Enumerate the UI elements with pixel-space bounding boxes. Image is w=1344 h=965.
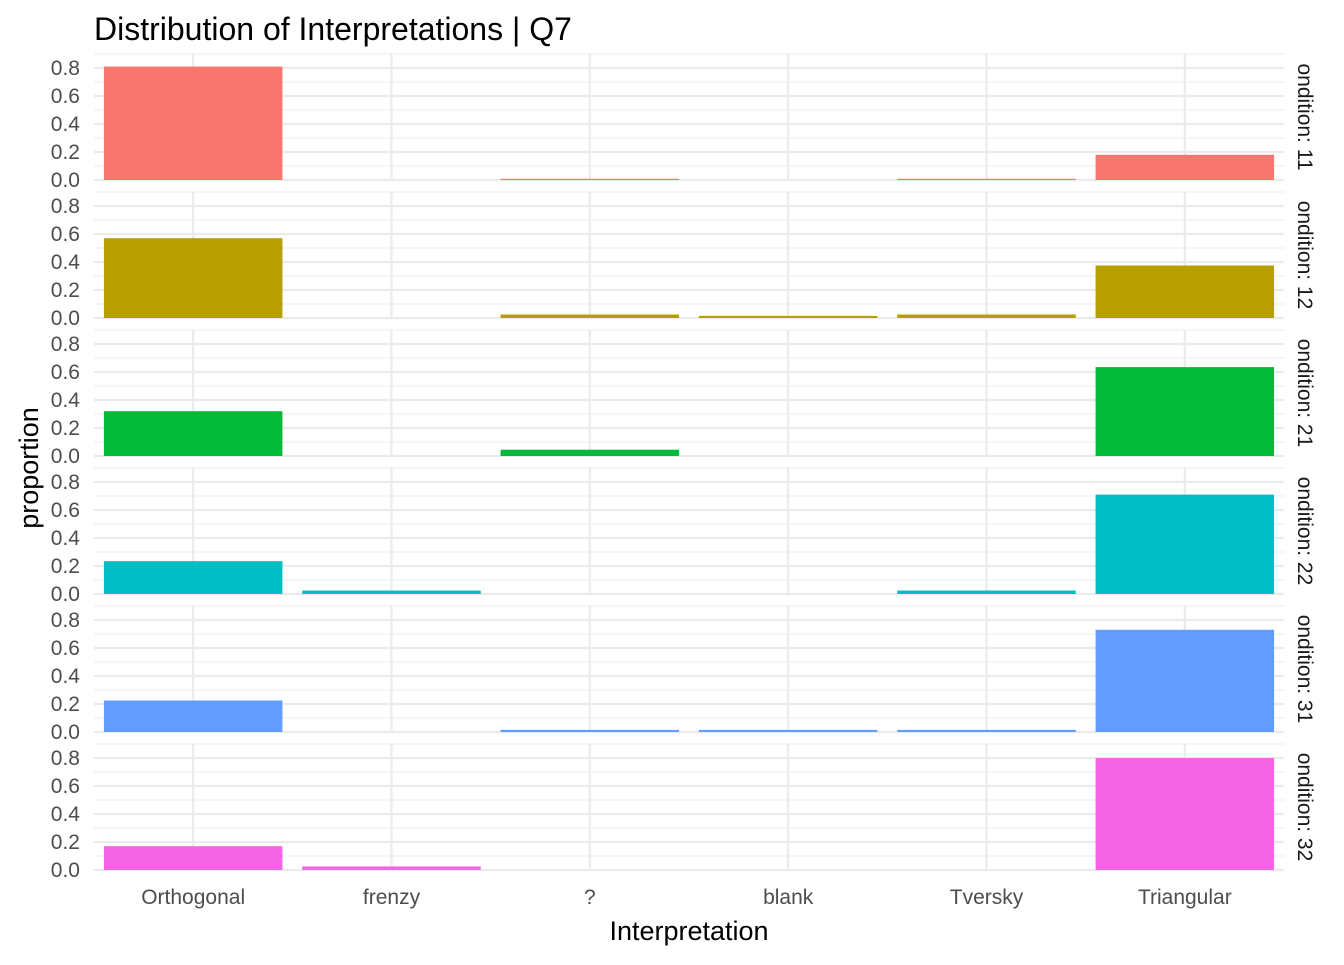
y-tick-label: 0.2: [51, 417, 80, 440]
bar: [103, 700, 283, 732]
bar: [897, 729, 1076, 732]
bar: [500, 729, 680, 732]
bar: [500, 449, 680, 456]
y-tick-label: 0.8: [51, 195, 80, 218]
y-tick-label: 0.2: [51, 555, 80, 578]
y-tick-label: 0.6: [51, 223, 80, 246]
facet-panel: 0.0 0.2 0.4 0.6 0.8 ondition: 32: [51, 743, 1316, 882]
y-tick-label: 0.2: [51, 831, 80, 854]
bar: [103, 66, 283, 180]
y-tick-label: 0.4: [51, 527, 81, 550]
facet-strip-label: ondition: 12: [1293, 201, 1316, 310]
y-tick-label: 0.4: [51, 803, 81, 826]
y-tick-label: 0.0: [51, 445, 80, 468]
y-tick-label: 0.0: [51, 859, 80, 882]
y-tick-label: 0.6: [51, 637, 80, 660]
x-tick-label: frenzy: [363, 886, 421, 909]
bar: [103, 238, 283, 318]
facet-panel: 0.0 0.2 0.4 0.6 0.8 ondition: 31: [51, 605, 1316, 744]
bar: [897, 314, 1076, 318]
y-tick-label: 0.8: [51, 747, 80, 770]
y-tick-label: 0.8: [51, 333, 80, 356]
y-tick-label: 0.0: [51, 583, 80, 606]
x-tick-label: Tversky: [950, 886, 1024, 909]
bar: [698, 315, 878, 318]
facet-strip-label: ondition: 11: [1293, 63, 1316, 170]
bar: [1095, 494, 1275, 594]
y-tick-label: 0.8: [51, 609, 80, 632]
bar: [698, 729, 878, 732]
y-tick-label: 0.4: [51, 665, 81, 688]
facet-strip-label: ondition: 22: [1293, 477, 1316, 586]
bar: [1095, 629, 1275, 732]
bar: [1095, 265, 1275, 318]
bar: [302, 590, 481, 594]
x-tick-label: Orthogonal: [141, 886, 245, 909]
facet-panels: 0.00.20.40.60.8 ondition: 110.00.20.40.60…: [51, 53, 1316, 909]
facet-panel: 0.0 0.2 0.4 0.6 0.8 ondition: 22: [51, 467, 1316, 606]
y-tick-label: 0.2: [51, 279, 80, 302]
bar: [103, 846, 283, 870]
x-axis-title: Interpretation: [609, 916, 768, 946]
facet-panel: 0.0 0.2 0.4 0.6 0.8 ondition: 11: [51, 53, 1316, 192]
bar: [1095, 758, 1275, 870]
y-tick-label: 0.8: [51, 57, 80, 80]
facet-strip-label: ondition: 31: [1293, 615, 1316, 724]
y-tick-label: 0.8: [51, 471, 80, 494]
y-tick-label: 0.6: [51, 499, 80, 522]
y-tick-label: 0.6: [51, 361, 80, 384]
facet-strip-label: ondition: 32: [1293, 753, 1316, 862]
y-tick-label: 0.6: [51, 775, 80, 798]
y-tick-label: 0.2: [51, 141, 80, 164]
y-tick-label: 0.0: [51, 169, 80, 192]
y-tick-label: 0.4: [51, 389, 81, 412]
bar: [897, 178, 1076, 180]
bar: [103, 561, 283, 594]
y-axis-title: proportion: [14, 407, 44, 529]
facet-strip-label: ondition: 21: [1293, 339, 1316, 448]
bar: [500, 178, 680, 180]
y-tick-label: 0.0: [51, 307, 80, 330]
y-tick-label: 0.2: [51, 693, 80, 716]
x-tick-label: ?: [584, 886, 596, 909]
x-tick-label: blank: [763, 886, 814, 909]
facet-panel: 0.0 0.2 0.4 0.6 0.8 ondition: 12: [51, 191, 1316, 330]
bar: [500, 314, 680, 318]
bar: [1095, 154, 1275, 180]
bar: [1095, 367, 1275, 456]
bar: [897, 590, 1076, 594]
y-tick-label: 0.6: [51, 85, 80, 108]
chart-title: Distribution of Interpretations | Q7: [94, 11, 572, 47]
y-tick-label: 0.0: [51, 721, 80, 744]
y-tick-label: 0.4: [51, 251, 81, 274]
facet-panel: 0.0 0.2 0.4 0.6 0.8 ondition: 21: [51, 329, 1316, 468]
bar: [103, 411, 283, 456]
y-tick-label: 0.4: [51, 113, 81, 136]
x-tick-label: Triangular: [1138, 886, 1232, 909]
bar: [302, 866, 481, 870]
